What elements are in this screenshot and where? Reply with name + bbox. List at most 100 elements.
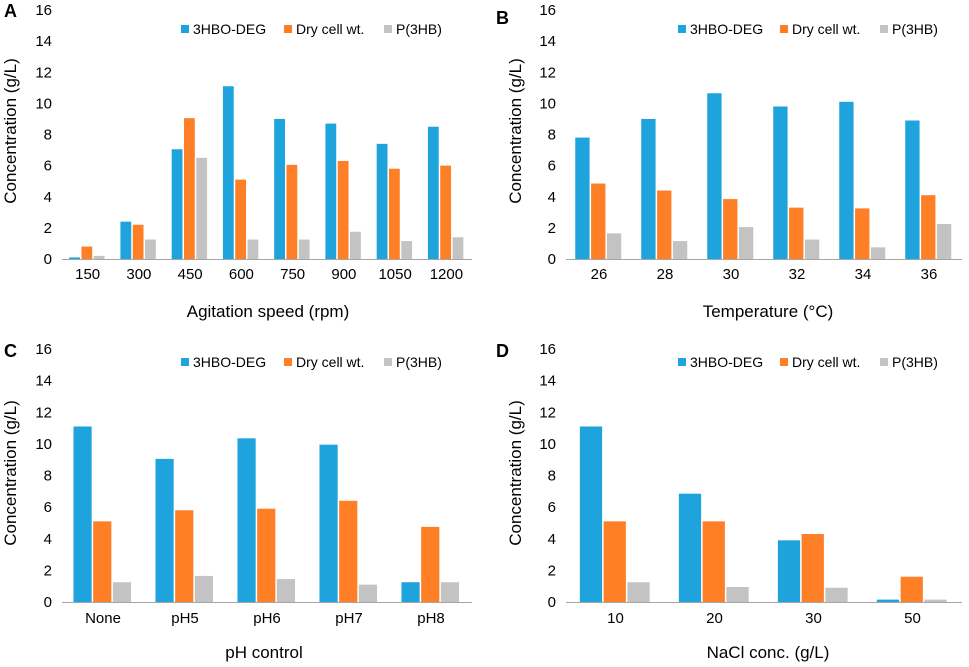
bar-b-3hbo-deg-34 (839, 101, 854, 259)
bar-b-3hbo-deg-36 (905, 120, 920, 260)
y-tick-label-d: 0 (548, 594, 556, 611)
y-tick-label-a: 10 (35, 95, 52, 112)
bar-a-3hbo-deg-450 (171, 149, 183, 259)
x-tick-label-b: 32 (789, 266, 806, 283)
y-tick-label-d: 2 (548, 562, 556, 579)
bars-a (69, 86, 464, 260)
y-tick-label-b: 4 (548, 189, 556, 206)
y-tick-label-c: 2 (44, 562, 52, 579)
legend-label-p3hb-c: P(3HB) (396, 354, 442, 370)
y-tick-label-d: 4 (548, 531, 556, 548)
x-tick-label-a: 1050 (378, 266, 411, 283)
x-tick-label-c: None (85, 610, 121, 627)
x-axis-ticks-d: 10 20 30 50 (607, 610, 921, 627)
x-tick-label-d: 20 (706, 610, 723, 627)
legend-label-p3hb-b: P(3HB) (892, 21, 938, 37)
legend-label-p3hb-a: P(3HB) (396, 21, 442, 37)
x-tick-label-c: pH7 (335, 610, 363, 627)
y-axis-title-a: Concentration (g/L) (1, 58, 20, 204)
y-axis-ticks-c: 0 2 4 6 8 10 12 14 16 (35, 341, 52, 611)
bar-d-p-3hb--20 (726, 586, 749, 602)
bar-c-3hbo-deg-ph7 (319, 444, 338, 602)
bar-c-3hbo-deg-ph5 (155, 458, 174, 602)
y-tick-label-a: 6 (44, 158, 52, 175)
legend-label-dry-cell-b: Dry cell wt. (792, 21, 860, 37)
bar-a-dry-cell-wt--600 (235, 179, 247, 259)
bar-d-p-3hb--10 (627, 582, 650, 602)
y-tick-label-c: 6 (44, 499, 52, 516)
bar-a-p-3hb--600 (247, 239, 259, 259)
bar-c-dry-cell-wt--ph8 (421, 526, 440, 602)
bar-d-dry-cell-wt--50 (900, 576, 923, 602)
panel-a: A 0 2 4 6 8 10 12 14 16 150 300 450 600 750 900 1050 12… (0, 0, 480, 333)
chart-a: A 0 2 4 6 8 10 12 14 16 150 300 450 600 750 900 1050 12… (1, 1, 472, 321)
x-axis-title-a: Agitation speed (rpm) (187, 302, 350, 321)
y-tick-label-a: 8 (44, 127, 52, 144)
bar-c-dry-cell-wt--none (93, 521, 112, 602)
x-tick-label-b: 28 (657, 266, 674, 283)
bar-c-dry-cell-wt--ph5 (175, 510, 194, 602)
bar-c-dry-cell-wt--ph6 (257, 508, 276, 602)
panel-d: D 0 2 4 6 8 10 12 14 16 10 20 30 50 NaCl conc. (g/L… (492, 333, 969, 667)
x-axis-title-d: NaCl conc. (g/L) (707, 643, 830, 662)
bar-a-p-3hb--300 (145, 239, 156, 259)
bar-a-p-3hb--150 (93, 255, 105, 259)
y-tick-label-d: 6 (548, 499, 556, 516)
y-tick-label-b: 2 (548, 220, 556, 237)
legend-swatch-p3hb-c (384, 358, 392, 366)
bar-a-3hbo-deg-600 (222, 86, 234, 259)
x-axis-ticks-a: 150 300 450 600 750 900 1050 1200 (75, 266, 463, 283)
y-axis-title-b: Concentration (g/L) (506, 58, 525, 204)
bar-c-3hbo-deg-ph8 (401, 582, 420, 602)
bar-c-p-3hb--ph5 (194, 575, 214, 602)
y-tick-label-b: 14 (539, 33, 556, 50)
bar-c-3hbo-deg-none (73, 426, 92, 602)
bar-a-dry-cell-wt--150 (81, 246, 93, 259)
bar-d-dry-cell-wt--30 (801, 534, 824, 602)
x-tick-label-d: 30 (805, 610, 822, 627)
bar-b-dry-cell-wt--30 (723, 199, 738, 259)
bar-b-p-3hb--28 (672, 241, 688, 259)
bar-c-p-3hb--ph8 (440, 582, 460, 602)
bar-a-3hbo-deg-300 (120, 221, 132, 259)
bar-a-p-3hb--450 (196, 157, 208, 259)
bar-d-p-3hb--50 (924, 599, 947, 602)
y-tick-label-c: 8 (44, 468, 52, 485)
y-tick-label-a: 12 (35, 64, 52, 81)
y-axis-title-d: Concentration (g/L) (506, 400, 525, 546)
legend-swatch-3hbo-deg-b (678, 25, 686, 33)
y-tick-label-a: 2 (44, 220, 52, 237)
x-tick-label-d: 10 (607, 610, 624, 627)
legend-d: 3HBO-DEG Dry cell wt. P(3HB) (678, 354, 938, 370)
legend-label-3hbo-deg-a: 3HBO-DEG (193, 21, 266, 37)
y-tick-label-b: 8 (548, 127, 556, 144)
bar-b-3hbo-deg-32 (773, 106, 788, 260)
legend-label-p3hb-d: P(3HB) (892, 354, 938, 370)
bar-a-dry-cell-wt--900 (337, 160, 349, 259)
y-tick-label-a: 16 (35, 2, 52, 19)
bar-b-dry-cell-wt--32 (789, 207, 804, 259)
bar-b-3hbo-deg-30 (707, 93, 722, 259)
bars-d (579, 426, 947, 602)
bar-b-p-3hb--36 (936, 223, 952, 259)
x-tick-label-a: 750 (280, 266, 305, 283)
bar-c-p-3hb--ph7 (358, 584, 378, 602)
legend-swatch-p3hb-a (384, 25, 392, 33)
x-tick-label-b: 26 (591, 266, 608, 283)
bar-a-p-3hb--750 (298, 239, 310, 259)
bar-a-dry-cell-wt--750 (286, 164, 298, 259)
x-tick-label-c: pH6 (253, 610, 281, 627)
panel-letter-c: C (4, 341, 17, 361)
bar-b-3hbo-deg-26 (575, 137, 590, 259)
legend-swatch-3hbo-deg-d (678, 358, 686, 366)
y-axis-ticks-b: 0 2 4 6 8 10 12 14 16 (539, 2, 556, 268)
legend-swatch-dry-cell-a (284, 25, 292, 33)
legend-b: 3HBO-DEG Dry cell wt. P(3HB) (678, 21, 938, 37)
y-axis-ticks-d: 0 2 4 6 8 10 12 14 16 (539, 341, 556, 611)
y-tick-label-c: 16 (35, 341, 52, 358)
x-axis-title-c: pH control (225, 643, 302, 662)
bar-a-dry-cell-wt--1200 (440, 165, 452, 260)
panel-letter-d: D (496, 341, 509, 361)
bar-d-3hbo-deg-20 (678, 493, 702, 602)
x-axis-title-b: Temperature (°C) (703, 302, 834, 321)
